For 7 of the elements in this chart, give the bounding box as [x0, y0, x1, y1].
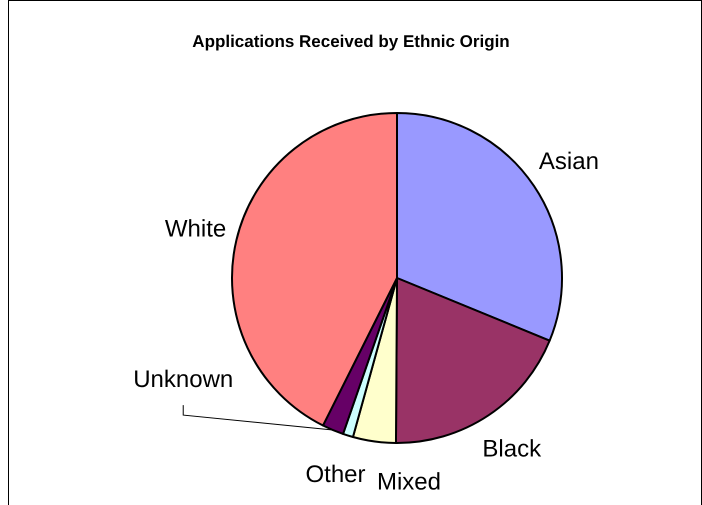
slice-label: Unknown: [133, 366, 234, 394]
slice-label: Asian: [538, 148, 599, 176]
slice-label: Mixed: [376, 468, 442, 496]
slice-label: White: [164, 216, 226, 243]
chart-title: Applications Received by Ethnic Origin: [192, 32, 510, 51]
slice-label: Black: [482, 436, 542, 463]
slice-label: Other: [305, 461, 366, 488]
